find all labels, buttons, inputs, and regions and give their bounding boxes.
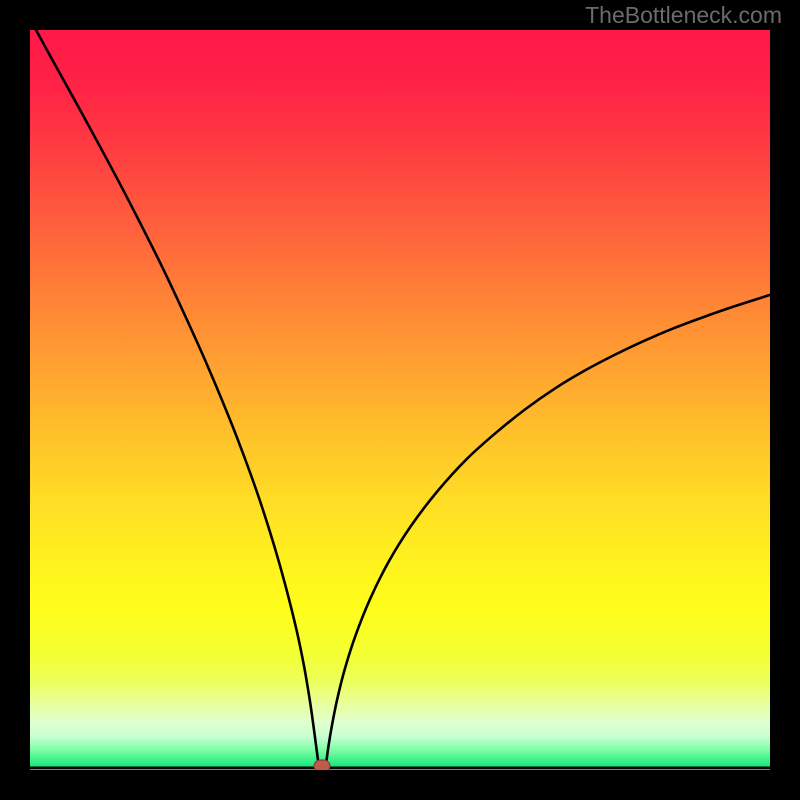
curves-layer bbox=[30, 30, 770, 770]
chart-root: TheBottleneck.com bbox=[0, 0, 800, 800]
curve-left bbox=[30, 30, 319, 765]
curve-right bbox=[326, 295, 770, 765]
bottleneck-marker bbox=[314, 759, 331, 770]
plot-area bbox=[30, 30, 770, 770]
watermark-text: TheBottleneck.com bbox=[585, 2, 782, 29]
